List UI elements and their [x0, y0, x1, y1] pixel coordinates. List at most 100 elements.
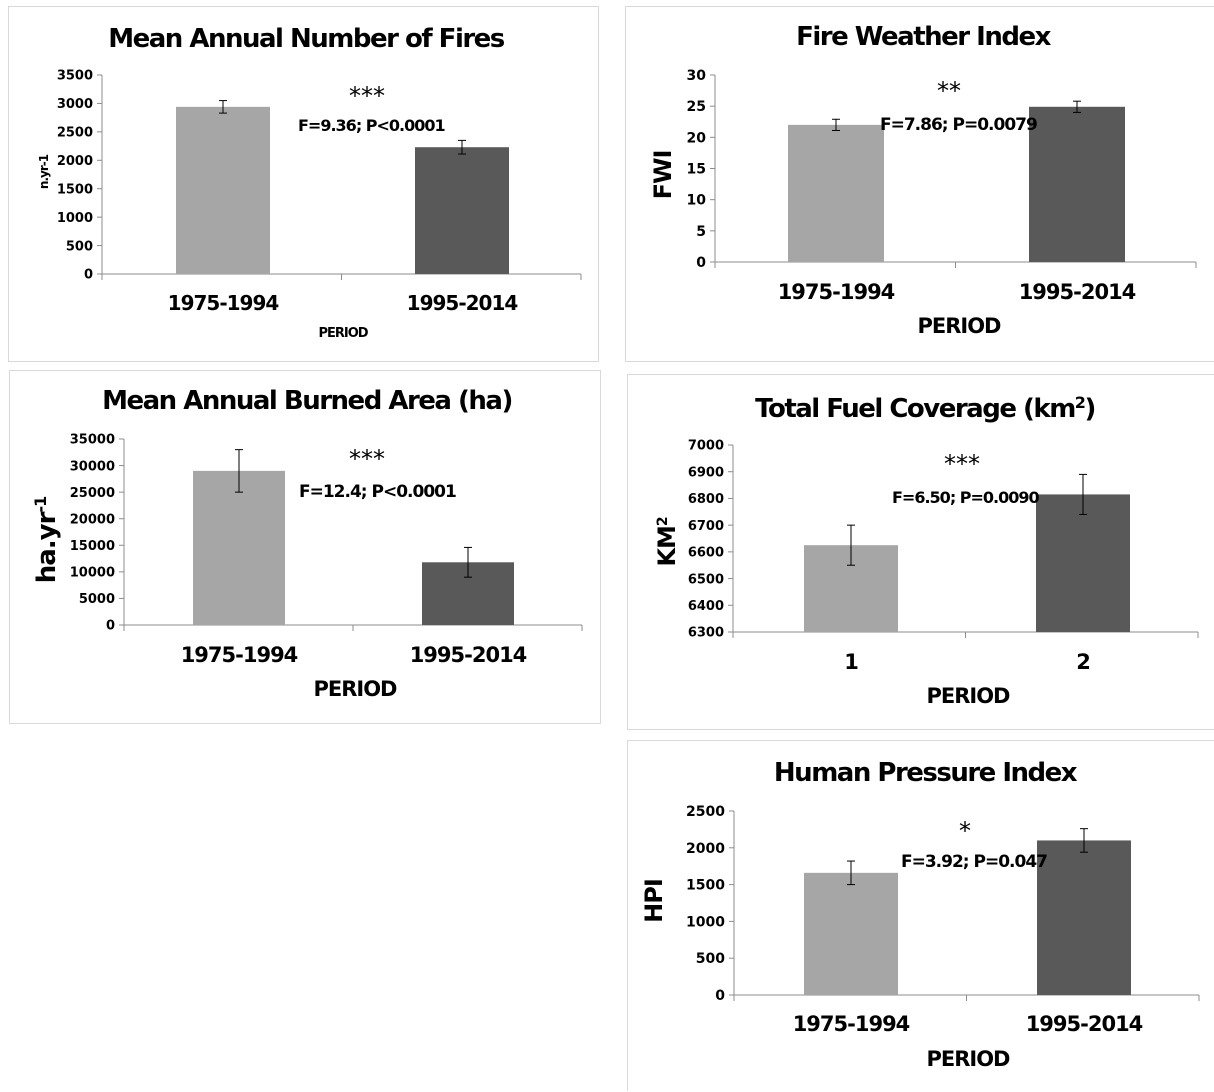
category-label: 1995-2014	[407, 291, 518, 315]
y-axis-label-text: HPI	[640, 879, 668, 923]
significance-stars: *	[959, 817, 971, 845]
x-axis-label: PERIOD	[917, 314, 1001, 338]
chart-title-text: Human Pressure Index	[774, 758, 1078, 788]
category-label: 1995-2014	[1026, 1012, 1143, 1036]
chart-title-text: Mean Annual Burned Area (ha)	[102, 386, 512, 416]
bar-2	[1036, 494, 1130, 632]
chart-title-text: Fire Weather Index	[796, 22, 1051, 52]
y-axis-label-text: ha.yr	[32, 511, 62, 583]
anova-statistic: F=9.36; P<0.0001	[298, 116, 446, 135]
y-tick-label: 6400	[688, 599, 724, 614]
anova-statistic: F=12.4; P<0.0001	[299, 482, 456, 502]
y-tick-label: 2500	[686, 804, 725, 820]
chart-title-text: Mean Annual Number of Fires	[108, 24, 505, 54]
y-axis-label-text: n.yr-1	[37, 154, 51, 189]
chart-title: Total Fuel Coverage (km2)	[755, 393, 1095, 425]
y-tick-label: 6900	[688, 465, 724, 480]
category-label: 1995-2014	[410, 643, 527, 667]
y-tick-label: 25000	[70, 486, 115, 501]
chart-svg: Fire Weather Index 0 5 10 15 20 25 30 1975-1994 1…	[649, 22, 1197, 338]
significance-stars: ***	[349, 445, 385, 473]
bar-2	[415, 147, 509, 274]
chart-panel-fwi: Fire Weather Index 0 5 10 15 20 25 30 1975-1994 1…	[625, 6, 1214, 362]
y-tick-label: 35000	[70, 433, 115, 448]
y-tick-label: 7000	[688, 439, 724, 454]
y-tick-label: 6300	[688, 626, 724, 641]
y-axis-label: KM2	[653, 517, 681, 566]
y-tick-label: 2000	[686, 841, 725, 857]
y-tick-label: 5	[696, 224, 706, 240]
y-tick-label: 0	[715, 988, 725, 1004]
y-tick-label: 3000	[57, 97, 93, 112]
chart-svg: Human Pressure Index 0 500 1000 1500 2000 2500…	[640, 758, 1200, 1071]
y-tick-label: 5000	[79, 592, 115, 607]
y-tick-label: 500	[66, 239, 93, 254]
anova-statistic: F=6.50; P=0.0090	[892, 488, 1040, 507]
y-tick-label: 2000	[57, 154, 93, 169]
y-tick-label: 3500	[57, 69, 93, 84]
category-label: 1975-1994	[793, 1012, 910, 1036]
y-axis-label-text: KM	[653, 526, 681, 566]
chart-title: Mean Annual Burned Area (ha)	[102, 386, 512, 416]
x-axis-label: PERIOD	[318, 326, 368, 341]
chart-title-text: Total Fuel Coverage (km	[755, 394, 1075, 424]
bar-1	[176, 106, 270, 274]
y-tick-label: 6800	[688, 492, 724, 507]
y-axis-label-superscript: 2	[655, 517, 671, 526]
category-label: 1995-2014	[1019, 280, 1136, 304]
y-tick-label: 10000	[70, 566, 115, 581]
category-label: 1	[844, 650, 858, 674]
y-axis-label-text: FWI	[649, 151, 677, 200]
x-axis-label: PERIOD	[313, 677, 397, 701]
y-axis-label: FWI	[649, 151, 677, 200]
chart-title: Fire Weather Index	[796, 22, 1051, 52]
y-tick-label: 6500	[688, 572, 724, 587]
y-tick-label: 30	[687, 68, 707, 84]
y-tick-label: 500	[696, 951, 725, 967]
anova-statistic: F=7.86; P=0.0079	[880, 115, 1037, 135]
chart-svg: Total Fuel Coverage (km2)630064006500660…	[653, 393, 1199, 708]
y-tick-label: 30000	[70, 459, 115, 474]
y-tick-label: 6600	[688, 546, 724, 561]
significance-stars: ***	[349, 82, 385, 110]
chart-panel-burned-area: Mean Annual Burned Area (ha) 0 5000 10000 15…	[9, 370, 601, 724]
bar-1	[788, 124, 884, 262]
bar-2	[1029, 106, 1125, 262]
y-tick-label: 1000	[57, 211, 93, 226]
category-label: 2	[1076, 650, 1090, 674]
y-tick-label: 0	[106, 619, 115, 634]
y-axis-label: n.yr-1	[37, 154, 51, 189]
x-axis-label: PERIOD	[926, 1047, 1010, 1071]
chart-panel-fuel-coverage: Total Fuel Coverage (km2) 6300 6400 6500 660…	[627, 374, 1214, 730]
chart-svg: Mean Annual Number of Fires 0 500 1000 1500 2…	[37, 24, 582, 341]
bar-1	[193, 470, 285, 625]
chart-panel-fires: Mean Annual Number of Fires 0 500 1000 1500 2…	[8, 6, 599, 362]
chart-title: Mean Annual Number of Fires	[108, 24, 505, 54]
y-tick-label: 20000	[70, 512, 115, 527]
y-tick-label: 1500	[57, 182, 93, 197]
significance-stars: ***	[944, 450, 980, 478]
y-axis-label: HPI	[640, 879, 668, 923]
significance-stars: **	[937, 77, 961, 105]
y-tick-label: 0	[696, 255, 706, 271]
chart-panel-hpi: Human Pressure Index 0 500 1000 1500 2000 2500…	[627, 740, 1214, 1091]
y-tick-label: 15000	[70, 539, 115, 554]
bar-1	[804, 872, 898, 995]
category-label: 1975-1994	[168, 291, 279, 315]
anova-statistic: F=3.92; P=0.047	[901, 852, 1047, 872]
y-axis-label: ha.yr-1	[31, 496, 63, 583]
y-tick-label: 15	[687, 162, 706, 178]
y-tick-label: 10	[687, 193, 707, 209]
y-tick-label: 2500	[57, 126, 93, 141]
chart-title-end: )	[1084, 394, 1094, 424]
y-axis-label-superscript: -1	[31, 496, 50, 513]
x-axis-label: PERIOD	[926, 684, 1010, 708]
y-tick-label: 1500	[686, 878, 725, 894]
chart-title: Human Pressure Index	[774, 758, 1078, 788]
y-tick-label: 0	[84, 268, 93, 283]
category-label: 1975-1994	[181, 643, 298, 667]
bar-2	[1037, 840, 1131, 995]
chart-svg: Mean Annual Burned Area (ha) 0 5000 10000 15…	[31, 386, 583, 701]
y-tick-label: 1000	[686, 914, 725, 930]
y-tick-label: 20	[687, 130, 707, 146]
